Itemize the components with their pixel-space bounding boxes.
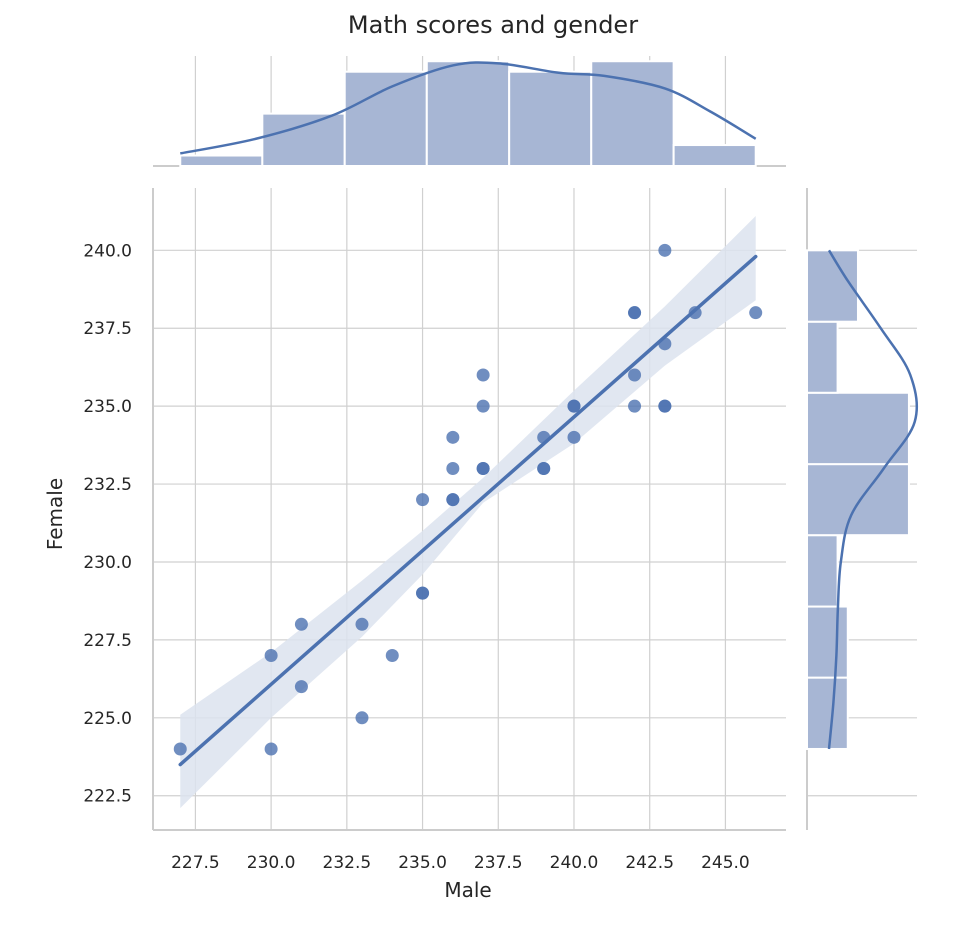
right-histogram-bar: [806, 320, 839, 394]
scatter-point: [749, 306, 763, 320]
scatter-point: [628, 368, 642, 382]
y-tick-label: 237.5: [83, 319, 132, 339]
scatter-point: [628, 399, 642, 413]
y-tick-label: 227.5: [83, 631, 132, 651]
x-tick-label: 245.0: [701, 853, 750, 873]
right-kde-curve: [827, 249, 919, 750]
right-histogram-bar: [806, 534, 839, 608]
chart-title: Math scores and gender: [348, 11, 638, 39]
scatter-point: [264, 742, 278, 756]
scatter-point: [476, 399, 490, 413]
right-histogram-bar: [806, 249, 859, 323]
y-tick-label: 225.0: [83, 709, 132, 729]
right-histogram-bar: [806, 676, 849, 750]
x-tick-labels: 227.5 230.0 232.5 235.0 237.5 240.0 242.5 245.0: [171, 853, 750, 873]
scatter-point: [355, 711, 369, 725]
y-tick-labels: 222.5 225.0 227.5 230.0 232.5 235.0 237.5 240.0: [83, 241, 132, 806]
scatter-point: [446, 493, 460, 507]
top-kde-curve: [180, 61, 757, 155]
scatter-point: [658, 399, 672, 413]
top-histogram-bar: [261, 112, 346, 167]
top-marginal-histogram: [153, 56, 786, 168]
x-tick-label: 237.5: [474, 853, 523, 873]
right-histogram-bar: [806, 605, 849, 679]
x-tick-label: 230.0: [247, 853, 296, 873]
scatter-point: [173, 742, 187, 756]
scatter-point: [567, 399, 581, 413]
x-tick-label: 235.0: [398, 853, 447, 873]
x-tick-label: 242.5: [625, 853, 674, 873]
top-histogram-bar: [425, 60, 511, 167]
main-scatter-plot: [173, 216, 763, 809]
right-histogram-bar: [806, 463, 910, 537]
x-tick-label: 240.0: [550, 853, 599, 873]
scatter-point: [628, 306, 642, 320]
scatter-point: [355, 617, 369, 631]
main-grid: [152, 188, 786, 831]
y-axis-title: Female: [43, 478, 67, 550]
y-tick-label: 235.0: [83, 397, 132, 417]
scatter-point: [567, 430, 581, 444]
x-tick-label: 232.5: [323, 853, 372, 873]
scatter-point: [476, 461, 490, 475]
right-histogram-bar: [806, 391, 910, 466]
top-histogram-bar: [343, 70, 428, 167]
scatter-point: [416, 493, 430, 507]
y-tick-label: 230.0: [83, 553, 132, 573]
scatter-point: [294, 680, 308, 694]
y-tick-label: 240.0: [83, 241, 132, 261]
scatter-point: [294, 617, 308, 631]
x-tick-label: 227.5: [171, 853, 220, 873]
scatter-point: [446, 430, 460, 444]
y-tick-label: 232.5: [83, 475, 132, 495]
scatter-point: [476, 368, 490, 382]
scatter-point: [537, 461, 551, 475]
scatter-point: [658, 243, 672, 257]
right-marginal-histogram: [806, 188, 919, 830]
top-histogram-bar: [179, 154, 264, 167]
regression-line: [178, 254, 758, 767]
top-histogram-bar: [590, 60, 675, 167]
scatter-point: [385, 648, 399, 662]
scatter-point: [446, 461, 460, 475]
top-histogram-bar: [672, 144, 757, 168]
top-histogram-bar: [508, 70, 593, 167]
scatter-point: [264, 648, 278, 662]
y-tick-label: 222.5: [83, 787, 132, 807]
scatter-point: [416, 586, 430, 600]
x-axis-title: Male: [444, 878, 491, 902]
